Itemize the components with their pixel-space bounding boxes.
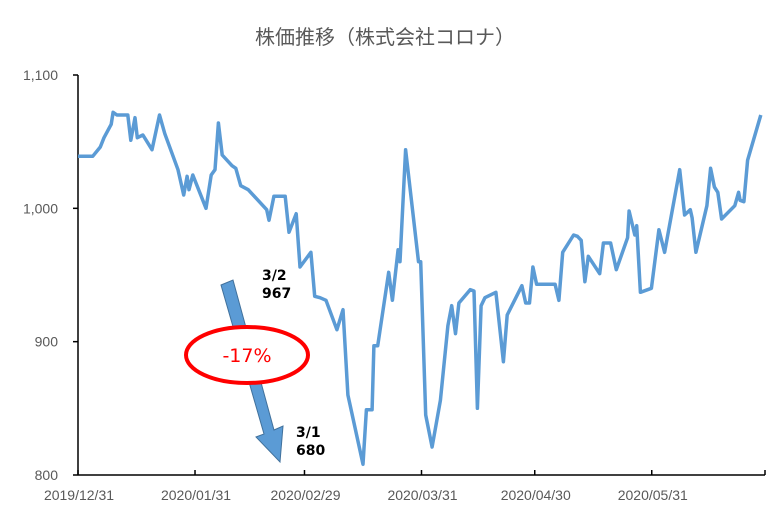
y-tick-label: 900 (35, 334, 59, 350)
end-value-label: 680 (296, 443, 325, 459)
x-tick-label: 2020/01/31 (161, 487, 231, 503)
y-tick-label: 800 (35, 467, 59, 483)
x-tick-label: 2020/05/31 (618, 487, 688, 503)
y-tick-label: 1,100 (23, 67, 58, 83)
y-tick-label: 1,000 (23, 200, 58, 216)
x-tick-label: 2019/12/31 (44, 487, 114, 503)
x-tick-label: 2020/04/30 (501, 487, 571, 503)
start-value-label: 967 (262, 286, 291, 302)
chart-title: 株価推移（株式会社コロナ） (255, 25, 515, 49)
change-ellipse (184, 325, 310, 385)
x-tick-label: 2020/02/29 (270, 487, 340, 503)
end-date-label: 3/1 (296, 425, 321, 441)
change-percent-label: -17% (222, 345, 271, 367)
series-line-stock-price (78, 110, 763, 467)
start-date-label: 3/2 (262, 268, 287, 284)
x-tick-label: 2020/03/31 (387, 487, 457, 503)
